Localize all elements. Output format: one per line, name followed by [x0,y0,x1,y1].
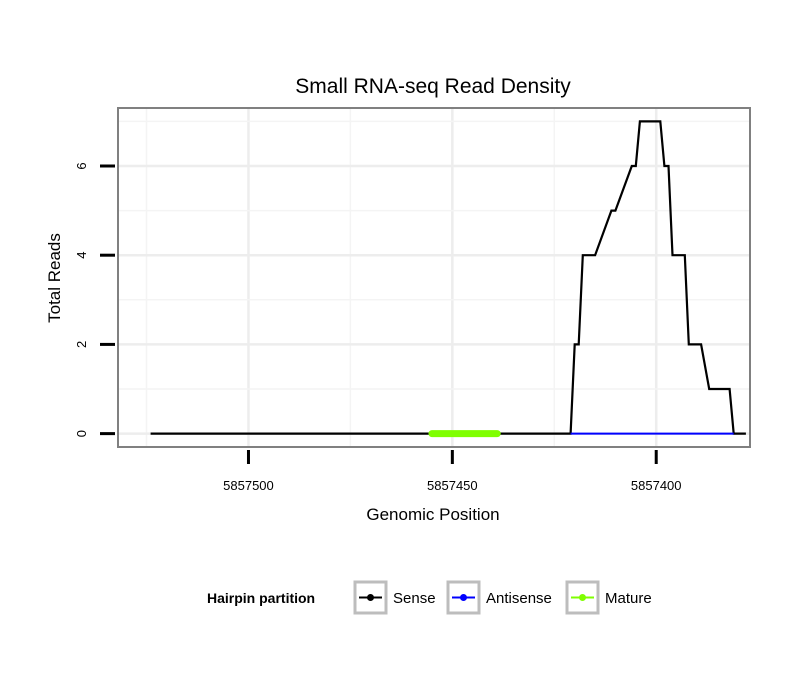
legend-key-point [579,594,586,601]
legend-label-antisense: Antisense [486,590,552,607]
series-layer [150,120,746,438]
plot-border [117,107,751,448]
legend-key-point [367,594,374,601]
legend: Hairpin partition Sense Antisense Mature [207,580,652,615]
x-axis-title: Genomic Position [366,505,499,524]
legend-label-mature: Mature [605,590,652,607]
legend-label-sense: Sense [393,590,436,607]
x-tick-label: 5857400 [631,478,682,493]
y-axis-title: Total Reads [45,233,64,323]
series-line-sense [150,120,746,435]
legend-title: Hairpin partition [207,590,315,606]
x-tick-label: 5857500 [223,478,274,493]
y-tick-label: 4 [74,252,89,259]
y-tick-label: 6 [74,162,89,169]
y-tick-label: 0 [74,430,89,437]
legend-key-antisense [446,580,481,615]
chart-title: Small RNA-seq Read Density [295,75,571,98]
axis-layer: 5857500 5857450 5857400 0 2 4 6 [74,162,682,493]
y-tick-label: 2 [74,341,89,348]
legend-key-mature [565,580,600,615]
x-tick-label: 5857450 [427,478,478,493]
legend-key-point [460,594,467,601]
legend-key-sense [353,580,388,615]
legend-entries: Sense Antisense Mature [353,580,652,615]
